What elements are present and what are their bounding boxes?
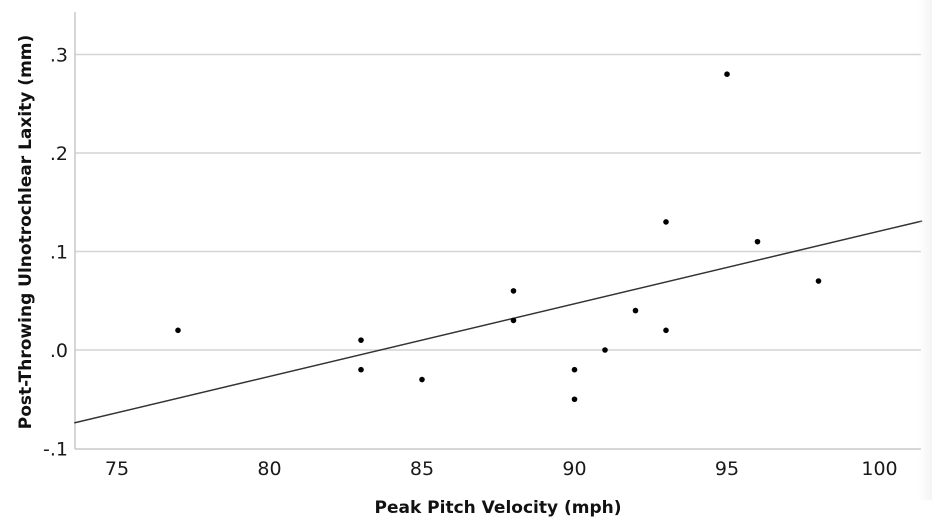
y-axis-title: Post-Throwing Ulnotrochlear Laxity (mm): [16, 35, 36, 430]
data-point: [663, 219, 669, 225]
y-tick-label: .1: [50, 242, 68, 264]
data-point: [754, 238, 761, 245]
data-point: [571, 396, 578, 403]
data-point: [358, 337, 364, 343]
x-tick-label: 80: [257, 458, 281, 480]
x-axis-title: Peak Pitch Velocity (mph): [374, 498, 621, 518]
y-tick-labels: -.1 .0 .1 .2 .3: [43, 45, 68, 461]
data-point: [815, 278, 822, 284]
data-point: [724, 71, 730, 77]
data-point: [571, 366, 578, 373]
data-point: [419, 376, 425, 383]
y-tick-label: .0: [50, 340, 68, 362]
edge-shadow: [918, 0, 932, 500]
data-point: [602, 347, 608, 353]
x-tick-label: 90: [562, 458, 586, 480]
x-tick-labels: 75 80 85 90 95 100: [105, 458, 898, 480]
gridlines: [75, 53, 921, 351]
data-points: [175, 71, 822, 403]
data-point: [632, 307, 639, 314]
x-tick-label: 95: [715, 458, 739, 480]
data-point: [663, 327, 669, 334]
y-tick-label: -.1: [43, 439, 68, 461]
x-tick-label: 100: [861, 458, 897, 480]
x-tick-label: 75: [105, 458, 129, 480]
data-point: [175, 327, 181, 334]
x-tick-label: 85: [410, 458, 434, 480]
data-point: [510, 317, 517, 324]
data-point: [358, 366, 364, 373]
y-tick-label: .2: [50, 143, 68, 165]
y-tick-label: .3: [50, 45, 68, 67]
regression-line: [74, 220, 923, 424]
data-point: [510, 288, 517, 294]
